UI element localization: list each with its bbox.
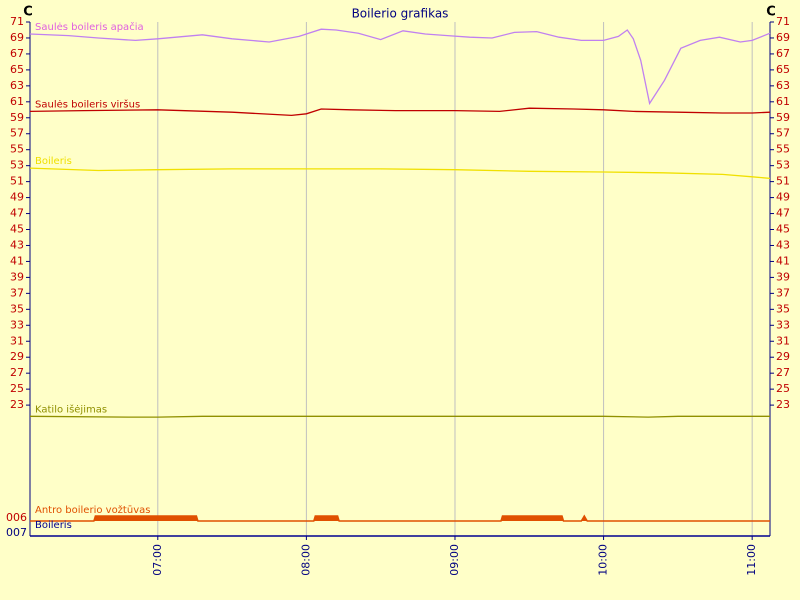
y-tick-label: 65 <box>776 63 790 76</box>
y-tick-label: 57 <box>10 127 24 140</box>
y-tick-label: 35 <box>776 302 790 315</box>
y-tick-label: 63 <box>10 79 24 92</box>
lane-label: 007 <box>6 526 27 539</box>
y-tick-label: 37 <box>10 286 24 299</box>
series-line <box>29 28 771 106</box>
y-tick-label: 65 <box>10 63 24 76</box>
y-tick-label: 59 <box>10 111 24 124</box>
series-label: Boileris <box>35 520 72 531</box>
series-label: Saulės boileris apačia <box>35 21 144 33</box>
y-tick-label: 53 <box>776 159 790 172</box>
y-tick-label: 49 <box>10 191 24 204</box>
y-tick-label: 31 <box>776 334 790 347</box>
y-unit-right: C <box>766 5 776 20</box>
y-tick-label: 61 <box>10 95 24 108</box>
series-line <box>29 107 771 117</box>
series-line <box>29 415 770 418</box>
y-tick-label: 31 <box>10 334 24 347</box>
y-tick-label: 67 <box>776 47 790 60</box>
y-tick-label: 71 <box>776 15 790 28</box>
series-label: Boileris <box>35 156 72 167</box>
y-tick-label: 23 <box>776 398 790 411</box>
y-unit-left: C <box>23 5 33 20</box>
y-tick-label: 53 <box>10 159 24 172</box>
y-tick-label: 23 <box>10 398 24 411</box>
y-tick-label: 69 <box>10 31 24 44</box>
y-tick-label: 43 <box>776 238 790 251</box>
series-line <box>29 167 771 180</box>
x-tick-label: 11:00 <box>745 544 758 576</box>
x-tick-label: 10:00 <box>597 544 610 576</box>
y-tick-label: 35 <box>10 302 24 315</box>
y-tick-label: 41 <box>10 254 24 267</box>
y-tick-label: 27 <box>10 366 24 379</box>
y-tick-label: 49 <box>776 191 790 204</box>
y-tick-label: 47 <box>10 207 24 220</box>
x-tick-label: 08:00 <box>299 544 312 576</box>
y-tick-label: 25 <box>10 382 24 395</box>
y-tick-label: 71 <box>10 15 24 28</box>
y-tick-label: 39 <box>10 270 24 283</box>
y-tick-label: 57 <box>776 127 790 140</box>
y-tick-label: 45 <box>776 223 790 236</box>
y-tick-label: 37 <box>776 286 790 299</box>
y-tick-label: 29 <box>776 350 790 363</box>
y-tick-label: 39 <box>776 270 790 283</box>
y-tick-label: 45 <box>10 223 24 236</box>
lane-label: 006 <box>6 511 27 524</box>
x-tick-label: 07:00 <box>151 544 164 576</box>
y-tick-label: 25 <box>776 382 790 395</box>
y-tick-label: 69 <box>776 31 790 44</box>
y-tick-label: 33 <box>776 318 790 331</box>
y-tick-label: 59 <box>776 111 790 124</box>
y-tick-label: 51 <box>776 175 790 188</box>
y-tick-label: 55 <box>776 143 790 156</box>
y-tick-label: 67 <box>10 47 24 60</box>
y-tick-label: 47 <box>776 207 790 220</box>
y-tick-label: 33 <box>10 318 24 331</box>
series-label: Katilo išėjimas <box>35 403 107 415</box>
y-tick-label: 61 <box>776 95 790 108</box>
series-label: Saulės boileris viršus <box>35 98 140 110</box>
y-tick-label: 55 <box>10 143 24 156</box>
y-tick-label: 63 <box>776 79 790 92</box>
y-tick-label: 43 <box>10 238 24 251</box>
y-tick-label: 27 <box>776 366 790 379</box>
series-label: Antro boilerio vožtūvas <box>35 504 150 516</box>
digital-line <box>30 514 770 522</box>
y-tick-label: 29 <box>10 350 24 363</box>
x-tick-label: 09:00 <box>448 544 461 576</box>
y-tick-label: 41 <box>776 254 790 267</box>
chart-title: Boilerio grafikas <box>352 7 449 21</box>
y-tick-label: 51 <box>10 175 24 188</box>
